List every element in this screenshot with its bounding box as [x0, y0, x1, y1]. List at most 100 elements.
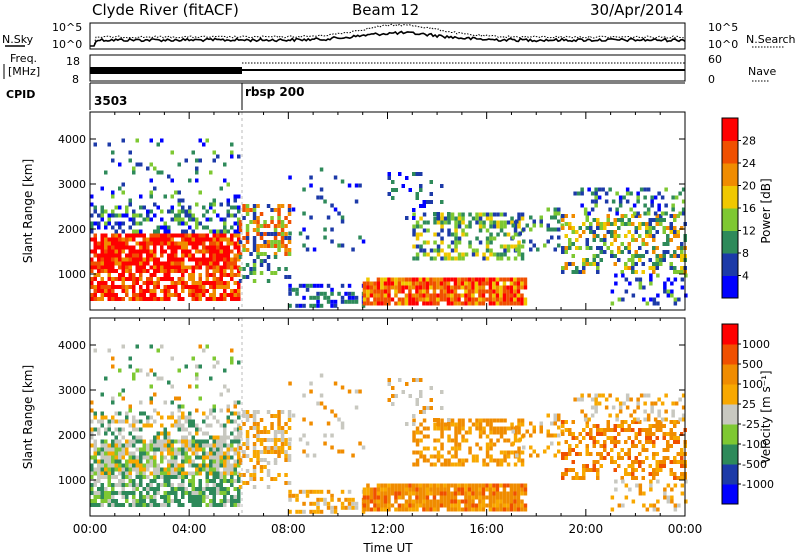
velocity-cell-754	[160, 344, 164, 349]
velocity-cell-1577	[532, 449, 536, 454]
velocity-cell-1939	[642, 503, 646, 508]
velocity-cell-594	[104, 431, 108, 436]
velocity-cell-863	[270, 422, 274, 426]
power-cell-1554	[426, 200, 430, 204]
velocity-cell-1800	[662, 460, 666, 464]
velocity-cell-870	[273, 434, 278, 438]
velocity-cell-1689	[606, 436, 610, 440]
power-cell-1877	[615, 191, 619, 196]
velocity-cell-87	[128, 467, 132, 472]
power-cell-610	[118, 205, 122, 210]
power-cell-348	[100, 297, 104, 301]
power-cell-204	[181, 241, 185, 246]
power-cell-1857	[587, 211, 591, 216]
power-cell-1517	[517, 244, 521, 249]
power-cell-740	[139, 194, 143, 199]
velocity-cell-1320	[516, 495, 521, 500]
power-cell-785	[216, 154, 220, 159]
velocity-cell-1326	[520, 499, 524, 504]
velocity-cell-1650	[585, 448, 589, 452]
velocity-cell-440	[153, 487, 157, 491]
velocity-cell-1596	[553, 413, 557, 418]
velocity-cell-311	[230, 455, 234, 460]
power-cell-1550	[419, 184, 423, 188]
power-cell-1872	[608, 207, 612, 212]
power-cell-1264	[488, 297, 493, 302]
velocity-cell-1405	[454, 454, 458, 459]
velocity-cell-1380	[440, 442, 444, 447]
power-cell-270	[212, 249, 216, 254]
velocity-cell-988	[351, 497, 355, 502]
velocity-cell-1203	[453, 495, 458, 500]
power-cell-1815	[669, 230, 673, 234]
power-cell-319	[233, 245, 237, 250]
power-cell-291	[219, 233, 223, 238]
power-cell-114	[139, 241, 143, 246]
velocity-cell-1417	[457, 442, 462, 447]
velocity-cell-1558	[433, 418, 437, 422]
power-cell-747	[149, 138, 153, 143]
velocity-cell-1025	[340, 449, 345, 454]
power-cell-534	[212, 285, 216, 289]
velocity-cell-1425	[461, 434, 465, 439]
power-cell-694	[216, 213, 220, 218]
velocity-cell-1009	[312, 453, 317, 458]
power-cell-441	[153, 273, 157, 277]
power-cell-1411	[454, 224, 458, 229]
velocity-cell-1022	[333, 381, 338, 386]
power-cell-379	[118, 297, 122, 301]
power-cell-1247	[478, 293, 482, 298]
velocity-cell-1734	[631, 468, 635, 472]
velocity-cell-819	[245, 410, 250, 414]
power-cell-374	[114, 297, 118, 301]
power-cell-200	[181, 257, 185, 262]
power-cell-1665	[592, 230, 596, 234]
power-cell-1776	[652, 266, 656, 270]
power-cell-1205	[453, 281, 458, 286]
velocity-cell-1272	[492, 499, 496, 504]
velocity-cell-1307	[509, 491, 514, 496]
velocity-cell-1467	[489, 446, 493, 451]
velocity-cell-434	[149, 483, 153, 487]
velocity-cell-569	[233, 499, 237, 503]
velocity-cell-806	[242, 450, 246, 454]
power-cell-194	[177, 257, 181, 262]
velocity-cell-638	[153, 435, 157, 440]
power-cell-1300	[506, 289, 510, 294]
velocity-cell-1402	[450, 422, 455, 427]
velocity-cell-14	[97, 467, 101, 472]
velocity-cell-1310	[513, 507, 517, 512]
power-cell-1374	[436, 232, 441, 237]
velocity-cell-814	[245, 438, 250, 442]
power-cell-1959	[670, 281, 674, 286]
power-cell-221	[191, 265, 195, 270]
power-cell-1442	[475, 236, 479, 241]
power-cell-1663	[592, 238, 596, 242]
velocity-cell-983	[347, 501, 352, 506]
velocity-cell-949	[305, 493, 310, 498]
power-cell-1024	[337, 211, 341, 216]
velocity-cell-742	[146, 372, 150, 377]
velocity-cell-632	[142, 411, 146, 416]
power-cell-1023	[337, 243, 341, 248]
power-cell-1005	[305, 235, 310, 240]
velocity-cell-144	[153, 447, 157, 452]
power-cell-1684	[603, 238, 607, 242]
power-cell-578	[237, 273, 241, 277]
power-cell-1388	[443, 220, 448, 225]
velocity-cell-1664	[592, 440, 596, 444]
velocity-cell-706	[230, 411, 234, 416]
velocity-cell-705	[230, 419, 234, 424]
power-cell-1326	[520, 293, 524, 298]
power-cell-498	[191, 289, 195, 293]
velocity-cell-677	[191, 419, 195, 424]
velocity-cell-295	[223, 459, 227, 464]
velocity-colorbar-color-6	[722, 364, 738, 385]
velocity-cell-1522	[517, 422, 521, 427]
power-cell-616	[125, 205, 129, 210]
power-cell-1133	[415, 285, 419, 290]
power-cell-1625	[571, 270, 575, 274]
power-cell-1484	[496, 212, 500, 217]
power-cell-589	[97, 213, 101, 218]
velocity-cell-599	[107, 419, 111, 424]
